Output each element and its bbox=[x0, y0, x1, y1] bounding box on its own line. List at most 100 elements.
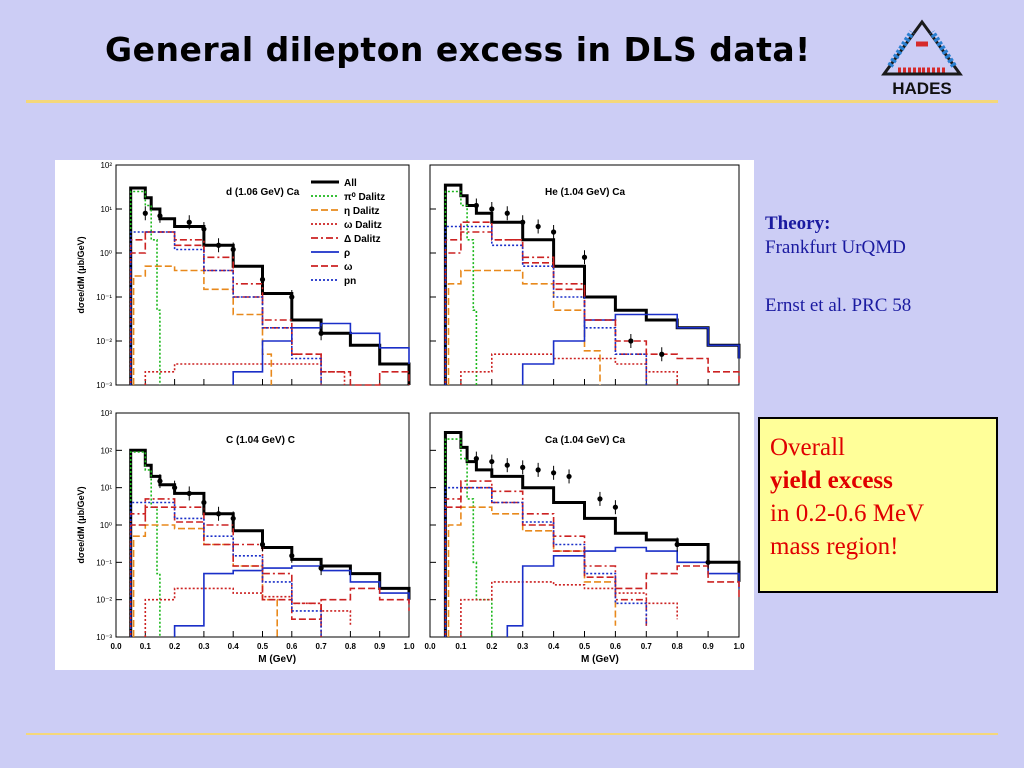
panel-title: He (1.04 GeV) Ca bbox=[545, 187, 625, 198]
excess-line-3: in 0.2-0.6 MeV bbox=[770, 500, 925, 527]
y-axis-label: dσee/dM (μb/GeV) bbox=[76, 236, 86, 313]
series-line-5 bbox=[129, 231, 322, 385]
y-tick-label: 10⁻³ bbox=[96, 381, 112, 390]
dilepton-spectra-svg: 10⁻³ 10⁻² 10⁻¹ 10⁰ 10¹ 10² dσee/dM (μb/GeV) d (… bbox=[76, 161, 745, 665]
x-tick-label: 0.6 bbox=[286, 642, 298, 651]
excess-line-1: Overall bbox=[770, 434, 845, 461]
y-tick-label: 10⁻¹ bbox=[96, 293, 112, 302]
series-line-3 bbox=[447, 269, 601, 385]
x-tick-label: 0.6 bbox=[610, 642, 622, 651]
x-axis-label: M (GeV) bbox=[581, 654, 619, 665]
y-tick-label: 10⁰ bbox=[100, 249, 112, 258]
x-tick-label: 0.8 bbox=[672, 642, 684, 651]
data-point bbox=[535, 467, 541, 473]
y-tick-label: 10¹ bbox=[100, 205, 112, 214]
x-tick-label: 0.2 bbox=[486, 642, 498, 651]
series-line-3 bbox=[132, 265, 273, 385]
legend-label-8: pn bbox=[344, 276, 356, 287]
data-point bbox=[318, 330, 324, 336]
data-point bbox=[628, 338, 634, 344]
slide-title: General dilepton excess in DLS data! bbox=[105, 30, 811, 69]
chart-panel-1: 10⁻³ 10⁻² 10⁻¹ 10⁰ 10¹ 10² dσee/dM (μb/GeV) d (… bbox=[76, 161, 411, 390]
panel-title: Ca (1.04 GeV) Ca bbox=[545, 435, 625, 446]
data-point bbox=[142, 210, 148, 216]
chart-panel-4: 0.0 0.1 0.2 0.3 0.4 0.5 0.6 0.7 0.8 0.9 1.0 M (GeV)… bbox=[424, 412, 745, 665]
y-tick-label: 10² bbox=[100, 161, 112, 170]
data-point bbox=[551, 470, 557, 476]
data-point bbox=[201, 499, 207, 506]
x-tick-label: 0.0 bbox=[424, 642, 436, 651]
series-line-6 bbox=[232, 322, 410, 385]
x-tick-label: 0.3 bbox=[198, 642, 210, 651]
data-point bbox=[186, 219, 192, 225]
data-point bbox=[230, 515, 236, 522]
series-line-6 bbox=[173, 565, 410, 637]
top-accent-rule bbox=[26, 100, 998, 103]
data-point bbox=[186, 490, 192, 497]
y-tick-label: 10⁻¹ bbox=[96, 558, 112, 567]
y-tick-label: 10³ bbox=[100, 409, 112, 418]
theory-line-ernst: Ernst et al. PRC 58 bbox=[765, 295, 912, 316]
x-axis-label: M (GeV) bbox=[258, 654, 296, 665]
dilepton-figure: 10⁻³ 10⁻² 10⁻¹ 10⁰ 10¹ 10² dσee/dM (μb/GeV) d (… bbox=[55, 160, 754, 670]
y-axis-label: dσee/dM (μb/GeV) bbox=[76, 486, 86, 563]
legend-label-5: Δ Dalitz bbox=[344, 234, 381, 245]
data-point bbox=[215, 242, 222, 248]
legend: All π⁰ Dalitz η Dalitz ω Dalitz Δ Dalitz ρω pn bbox=[311, 178, 385, 287]
data-point bbox=[659, 351, 665, 357]
data-point bbox=[489, 458, 495, 465]
excess-emphasis: yield excess bbox=[770, 467, 893, 494]
excess-callout-box: Overall yield excess in 0.2-0.6 MeV mass… bbox=[758, 417, 998, 593]
legend-label-4: ω Dalitz bbox=[344, 220, 382, 231]
series-line-5 bbox=[444, 231, 648, 385]
data-point bbox=[581, 254, 588, 260]
x-tick-label: 0.5 bbox=[579, 642, 591, 651]
data-point bbox=[504, 210, 510, 216]
data-point bbox=[520, 464, 526, 470]
data-point bbox=[157, 478, 163, 484]
data-point bbox=[489, 206, 495, 212]
data-point bbox=[473, 456, 479, 462]
data-point bbox=[674, 541, 680, 548]
excess-line-2: yield excess bbox=[770, 464, 986, 497]
data-point bbox=[215, 511, 222, 517]
series-line-8 bbox=[444, 225, 648, 385]
data-point bbox=[230, 246, 236, 253]
x-tick-label: 0.7 bbox=[316, 642, 328, 651]
x-tick-label: 0.2 bbox=[169, 642, 181, 651]
series-line-3 bbox=[447, 506, 617, 637]
bottom-accent-rule bbox=[26, 733, 998, 735]
x-tick-label: 0.4 bbox=[228, 642, 240, 651]
y-tick-label: 10² bbox=[100, 446, 112, 455]
series-line-4 bbox=[460, 353, 678, 385]
x-tick-label: 0.3 bbox=[517, 642, 529, 651]
data-point bbox=[259, 541, 266, 548]
x-tick-label: 0.1 bbox=[455, 642, 467, 651]
x-tick-label: 0.9 bbox=[703, 642, 715, 651]
y-tick-label: 10⁻³ bbox=[96, 633, 112, 642]
chart-panel-3: 10⁻³ 10⁻² 10⁻¹ 10⁰ 10¹ 10² 10³ 0.0 0.1 0.2 0.3 0.4 0… bbox=[76, 409, 415, 665]
data-point bbox=[473, 202, 479, 209]
data-point bbox=[259, 276, 266, 283]
panel-title: C (1.04 GeV) C bbox=[226, 435, 295, 446]
series-line-2 bbox=[444, 190, 478, 385]
series-line-5 bbox=[444, 480, 648, 637]
legend-label-3: η Dalitz bbox=[344, 206, 380, 217]
panel-title: d (1.06 GeV) Ca bbox=[226, 187, 300, 198]
data-point bbox=[157, 213, 163, 219]
data-point bbox=[289, 553, 295, 559]
data-point bbox=[318, 565, 324, 571]
data-point bbox=[566, 473, 572, 480]
y-tick-label: 10⁻² bbox=[96, 337, 112, 346]
series-line-2 bbox=[129, 451, 161, 637]
x-tick-label: 0.1 bbox=[140, 642, 152, 651]
y-tick-label: 10⁰ bbox=[100, 521, 112, 530]
series-line-8 bbox=[444, 486, 648, 637]
data-point bbox=[172, 485, 178, 491]
data-point bbox=[201, 226, 207, 232]
series-line-8 bbox=[129, 231, 322, 385]
series-line-6 bbox=[521, 313, 740, 385]
theory-heading: Theory: bbox=[765, 213, 831, 234]
data-point bbox=[551, 229, 557, 235]
data-point bbox=[535, 223, 541, 230]
